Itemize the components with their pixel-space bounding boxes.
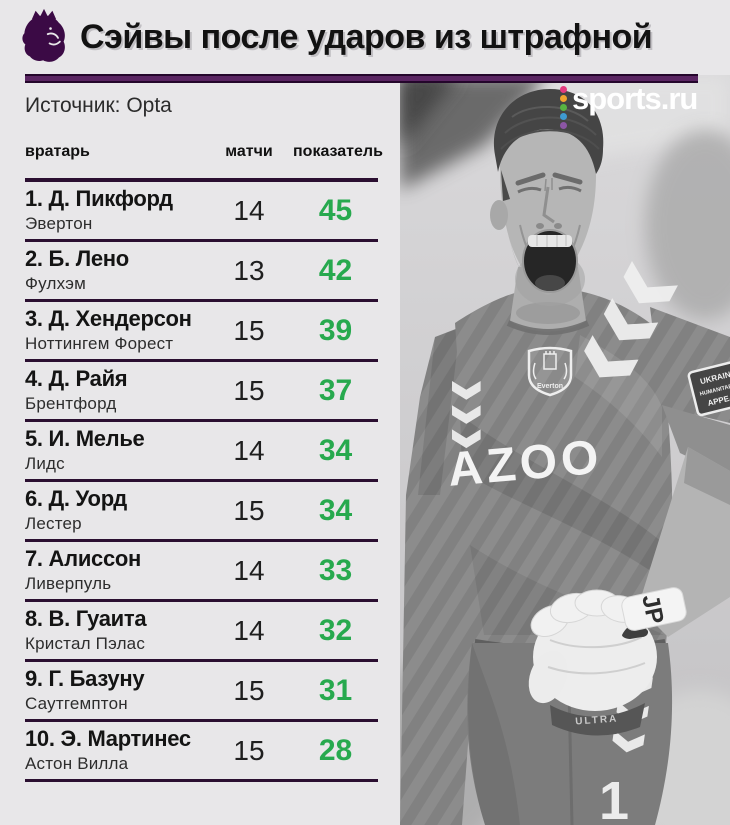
- keeper-club: Астон Вилла: [25, 753, 129, 773]
- jp-wristband: JP: [621, 587, 687, 631]
- keeper-name: 9. Г. Базуну: [25, 666, 145, 692]
- goalkeeper-photo: Everton UKRAINE HUMANITARIAN APPEAL AZOO: [400, 75, 730, 825]
- saves-value: 37: [318, 373, 353, 407]
- svg-text:JP: JP: [636, 592, 669, 626]
- matches-value: 14: [233, 614, 265, 646]
- divider-bar: [25, 74, 698, 83]
- table-body: 1. Д. Пикфорд Эвертон 14 45 2. Б. Лено Ф…: [25, 178, 378, 782]
- table-row: 2. Б. Лено Фулхэм 13 42: [25, 242, 378, 302]
- col-header-matches: матчи: [225, 143, 273, 160]
- table-row: 6. Д. Уорд Лестер 15 34: [25, 482, 378, 542]
- saves-value: 28: [318, 733, 353, 767]
- saves-value: 39: [318, 313, 353, 347]
- keeper-club: Лестер: [25, 513, 82, 533]
- sportsru-logo: sports.ru: [560, 81, 698, 129]
- table-row: 4. Д. Райя Брентфорд 15 37: [25, 362, 378, 422]
- keeper-name: 4. Д. Райя: [25, 366, 128, 392]
- matches-value: 15: [233, 494, 265, 526]
- col-header-keeper: вратарь: [25, 143, 90, 160]
- saves-value: 32: [318, 613, 353, 647]
- page-title: Сэйвы после ударов из штрафной: [80, 17, 653, 56]
- everton-crest: Everton: [527, 346, 573, 397]
- sportsru-dots-icon: [560, 83, 567, 129]
- matches-value: 14: [233, 434, 265, 466]
- keeper-club: Брентфорд: [25, 393, 117, 413]
- matches-value: 15: [233, 674, 265, 706]
- saves-value: 34: [318, 433, 353, 467]
- keeper-club: Кристал Пэлас: [25, 633, 146, 653]
- table-row: 10. Э. Мартинес Астон Вилла 15 28: [25, 722, 378, 782]
- keeper-name: 6. Д. Уорд: [25, 486, 127, 512]
- table-header: вратарь матчи показатель: [25, 143, 383, 178]
- keeper-name: 8. В. Гуаита: [25, 606, 147, 632]
- keeper-club: Фулхэм: [25, 273, 87, 293]
- keeper-club: Эвертон: [25, 213, 93, 233]
- matches-value: 14: [233, 194, 265, 226]
- table-row: 1. Д. Пикфорд Эвертон 14 45: [25, 182, 378, 242]
- keeper-name: 2. Б. Лено: [25, 246, 129, 272]
- keeper-name: 5. И. Мелье: [25, 426, 145, 452]
- premier-league-logo: [22, 8, 65, 62]
- col-header-value: показатель: [293, 143, 383, 160]
- shorts-number: 1: [599, 771, 629, 825]
- keeper-name: 3. Д. Хендерсон: [25, 306, 192, 332]
- keeper-club: Лидс: [25, 453, 65, 473]
- table-row: 9. Г. Базуну Саутгемптон 15 31: [25, 662, 378, 722]
- keeper-name: 1. Д. Пикфорд: [25, 186, 173, 212]
- matches-value: 15: [233, 374, 265, 406]
- saves-value: 45: [318, 193, 353, 227]
- svg-text:ULTRA: ULTRA: [575, 714, 619, 728]
- matches-value: 14: [233, 554, 265, 586]
- saves-value: 33: [318, 553, 353, 587]
- table-row: 3. Д. Хендерсон Ноттингем Форест 15 39: [25, 302, 378, 362]
- matches-value: 15: [233, 734, 265, 766]
- keeper-club: Ливерпуль: [25, 573, 112, 593]
- masthead: Сэйвы после ударов из штрафной: [0, 0, 730, 74]
- table-row: 5. И. Мелье Лидс 14 34: [25, 422, 378, 482]
- table-row: 8. В. Гуаита Кристал Пэлас 14 32: [25, 602, 378, 662]
- svg-text:Everton: Everton: [537, 383, 563, 390]
- keeper-club: Ноттингем Форест: [25, 333, 174, 353]
- table-row: 7. Алиссон Ливерпуль 14 33: [25, 542, 378, 602]
- keeper-name: 10. Э. Мартинес: [25, 726, 191, 752]
- matches-value: 13: [233, 254, 265, 286]
- matches-value: 15: [233, 314, 265, 346]
- ukraine-patch: UKRAINE HUMANITARIAN APPEAL: [687, 359, 730, 417]
- keeper-club: Саутгемптон: [25, 693, 128, 713]
- saves-value: 34: [318, 493, 353, 527]
- sportsru-wordmark: sports.ru: [572, 81, 698, 116]
- goalkeeper-illustration: Everton UKRAINE HUMANITARIAN APPEAL AZOO: [400, 75, 730, 825]
- saves-table: вратарь матчи показатель 1. Д. Пикфорд Э…: [25, 143, 383, 782]
- saves-value: 42: [318, 253, 353, 287]
- keeper-name: 7. Алиссон: [25, 546, 142, 572]
- source-label: Источник: Opta: [25, 94, 172, 117]
- saves-value: 31: [318, 673, 353, 707]
